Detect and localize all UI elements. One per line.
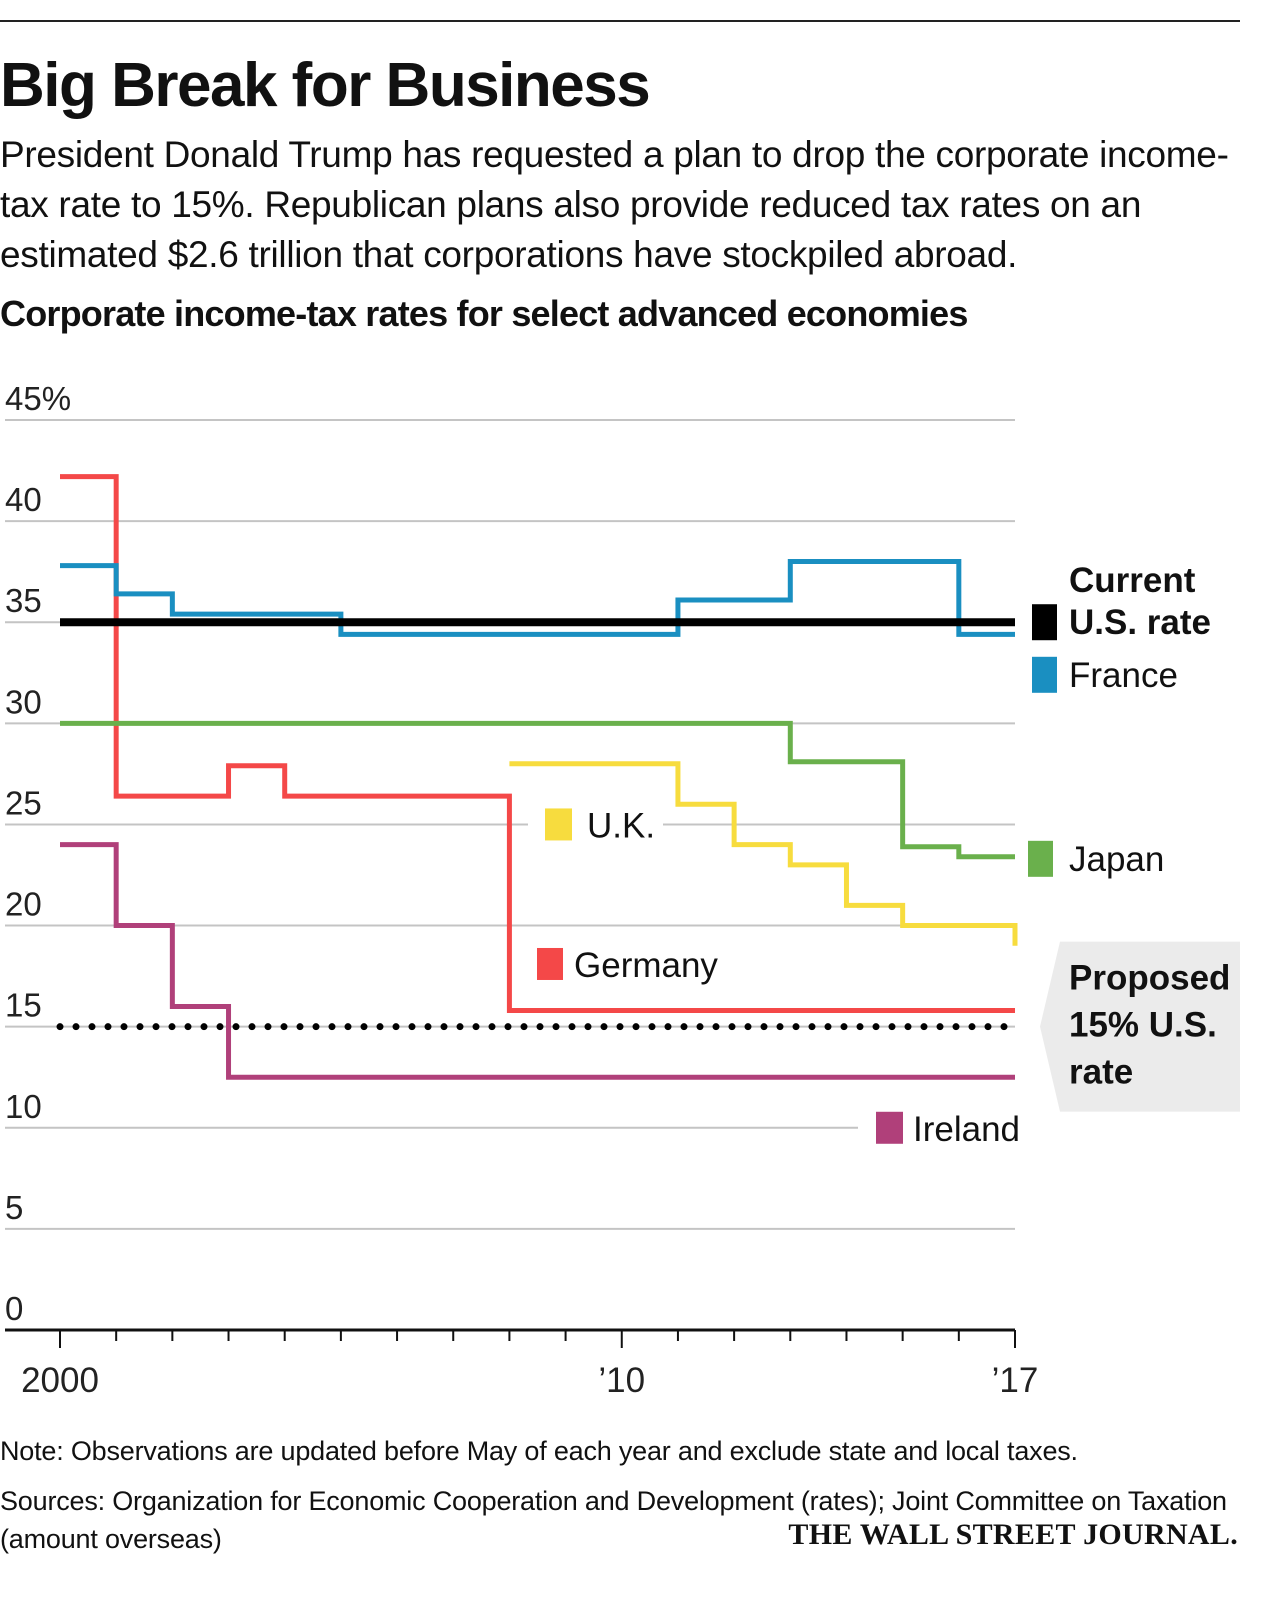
current-us-rate-label-line1: Current bbox=[1069, 561, 1196, 600]
tax-rate-chart: 0 5 10 15 20 25 30 35 40 45% 2000 ’10 ’17 Current U… bbox=[5, 380, 1240, 1400]
japan-line bbox=[60, 720, 1015, 860]
uk-swatch bbox=[545, 808, 572, 841]
y-tick-label-10: 10 bbox=[5, 1088, 42, 1125]
uk-label: U.K. bbox=[587, 806, 655, 845]
page-title: Big Break for Business bbox=[0, 51, 651, 120]
proposed-rate-callout bbox=[1040, 941, 1240, 1112]
y-tick-label-35: 35 bbox=[5, 582, 42, 619]
y-tick-label-25: 25 bbox=[5, 784, 42, 821]
proposed-rate-label-line3: rate bbox=[1069, 1053, 1133, 1092]
current-us-rate-label-line2: U.S. rate bbox=[1069, 603, 1211, 642]
proposed-rate-label-line1: Proposed bbox=[1069, 959, 1230, 998]
x-tick-label-2000: 2000 bbox=[21, 1361, 99, 1400]
ireland-line bbox=[60, 842, 1015, 1080]
ireland-swatch bbox=[876, 1111, 903, 1144]
y-tick-label-20: 20 bbox=[5, 886, 42, 923]
publisher-logo: THE WALL STREET JOURNAL. bbox=[788, 1518, 1238, 1551]
u-k-line bbox=[509, 761, 1018, 946]
y-tick-label-15: 15 bbox=[5, 987, 42, 1024]
y-tick-label-0: 0 bbox=[5, 1290, 23, 1327]
top-rule bbox=[0, 20, 1240, 22]
series-labels: Current U.S. rate France Japan U.K. Germ… bbox=[528, 561, 1230, 1149]
y-tick-label-40: 40 bbox=[5, 481, 42, 518]
x-tick-label-2010: ’10 bbox=[598, 1361, 645, 1400]
subtitle: President Donald Trump has requested a p… bbox=[0, 134, 1229, 275]
y-tick-label-30: 30 bbox=[5, 683, 42, 720]
series-lines bbox=[56, 474, 1019, 1080]
france-line bbox=[60, 559, 1015, 637]
current-us-rate-swatch bbox=[1032, 604, 1057, 641]
footnote: Note: Observations are updated before Ma… bbox=[0, 1436, 1078, 1466]
ireland-label: Ireland bbox=[913, 1110, 1020, 1149]
germany-line bbox=[60, 474, 1015, 1013]
japan-label: Japan bbox=[1069, 840, 1164, 879]
france-swatch bbox=[1032, 656, 1057, 693]
y-tick-label-5: 5 bbox=[5, 1189, 23, 1226]
japan-swatch bbox=[1028, 840, 1053, 877]
germany-swatch bbox=[537, 947, 563, 980]
germany-label: Germany bbox=[574, 946, 718, 985]
france-label: France bbox=[1069, 656, 1178, 695]
y-tick-label-45: 45% bbox=[5, 380, 71, 417]
x-tick-label-2017: ’17 bbox=[992, 1361, 1039, 1400]
y-axis-labels: 0 5 10 15 20 25 30 35 40 45% bbox=[5, 380, 71, 1327]
chart-title: Corporate income-tax rates for select ad… bbox=[0, 293, 968, 334]
sources: Sources: Organization for Economic Coope… bbox=[0, 1486, 1227, 1554]
proposed-rate-label-line2: 15% U.S. bbox=[1069, 1006, 1217, 1045]
x-axis: 2000 ’10 ’17 bbox=[5, 1328, 1039, 1400]
